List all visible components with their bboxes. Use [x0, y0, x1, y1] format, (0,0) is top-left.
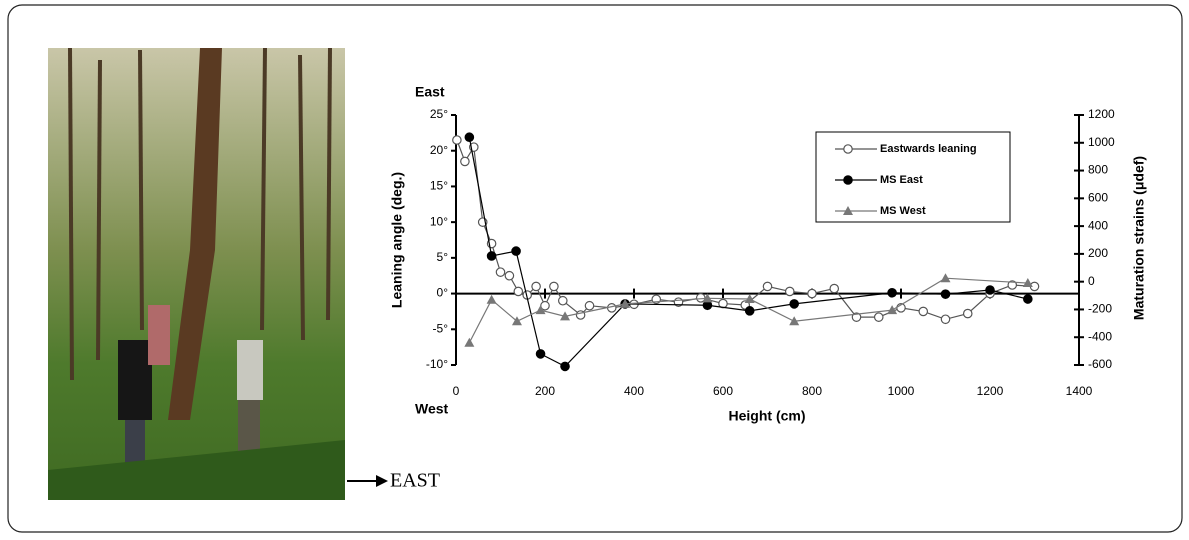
point	[962, 308, 973, 319]
legend-label: MS West	[880, 205, 926, 217]
legend-label: Eastwards leaning	[880, 143, 977, 155]
y-tick-label: 10°	[430, 214, 448, 228]
point	[531, 281, 541, 292]
point	[557, 295, 568, 306]
point	[744, 306, 755, 316]
legend-label: MS East	[880, 174, 923, 186]
x-tick-label: 400	[624, 384, 644, 398]
y2-tick-label: -200	[1088, 302, 1112, 316]
point	[584, 300, 595, 311]
photo	[48, 47, 345, 500]
point	[829, 283, 840, 294]
legend-marker	[843, 206, 853, 215]
y2-tick-label: 1200	[1088, 107, 1115, 121]
y2-tick-label: 800	[1088, 163, 1108, 177]
y2-tick-label: 200	[1088, 246, 1108, 260]
point	[940, 273, 951, 283]
y-tick-label: 5°	[437, 250, 449, 264]
point	[535, 305, 546, 315]
point	[789, 299, 799, 309]
point	[851, 312, 862, 322]
point	[535, 349, 546, 359]
x-tick-label: 0	[453, 384, 460, 398]
east-annotation: EAST	[390, 470, 440, 492]
x-tick-label: 1400	[1066, 384, 1093, 398]
point	[486, 251, 497, 261]
point	[940, 314, 951, 325]
point	[762, 281, 773, 292]
point	[887, 305, 898, 315]
point	[495, 267, 506, 277]
point	[940, 289, 951, 299]
point	[549, 281, 559, 292]
x-tick-label: 1200	[977, 384, 1004, 398]
legend-marker	[843, 144, 853, 154]
y-tick-label: -5°	[433, 321, 449, 335]
point	[460, 156, 470, 167]
point	[702, 293, 713, 303]
point	[784, 286, 795, 297]
y2-tick-label: 1000	[1088, 135, 1115, 149]
y-tick-label: 15°	[430, 179, 448, 193]
y2-tick-label: -400	[1088, 329, 1112, 343]
y-tick-label: 20°	[430, 143, 448, 157]
point	[452, 135, 462, 145]
point	[464, 132, 475, 143]
west-label: West	[415, 401, 449, 417]
y-tick-label: 0°	[437, 286, 449, 300]
x-axis-label: Height (cm)	[729, 408, 806, 424]
point	[513, 286, 524, 297]
point	[560, 311, 571, 321]
point	[1022, 278, 1033, 288]
east-arrow	[347, 475, 388, 487]
y-tick-label: 25°	[430, 107, 448, 121]
point	[511, 316, 522, 326]
point	[887, 287, 897, 298]
point	[486, 294, 497, 304]
y2-axis-label: Maturation strains (μdef)	[1131, 156, 1147, 320]
point	[464, 337, 475, 347]
point	[807, 288, 817, 299]
east-label: East	[415, 84, 445, 100]
point	[620, 298, 631, 308]
frame	[7, 4, 1183, 533]
point	[744, 294, 755, 304]
point	[1007, 280, 1018, 290]
point	[789, 316, 800, 326]
x-tick-label: 800	[802, 384, 822, 398]
point	[511, 246, 521, 256]
y2-tick-label: 600	[1088, 191, 1108, 205]
point	[702, 300, 713, 311]
point	[1023, 294, 1033, 304]
y2-tick-label: 400	[1088, 218, 1108, 232]
series-line	[468, 277, 1028, 344]
y-axis-label: Leaning angle (deg.)	[389, 172, 405, 308]
y-tick-label: -10°	[426, 357, 448, 371]
legend-marker	[843, 175, 853, 185]
point	[918, 306, 929, 317]
point	[504, 270, 515, 281]
y2-tick-label: 0	[1088, 274, 1095, 288]
x-tick-label: 200	[535, 384, 555, 398]
x-tick-label: 600	[713, 384, 733, 398]
y2-tick-label: -600	[1088, 357, 1112, 371]
point	[873, 312, 884, 322]
point	[985, 285, 995, 295]
point	[560, 361, 570, 372]
x-tick-label: 1000	[888, 384, 915, 398]
